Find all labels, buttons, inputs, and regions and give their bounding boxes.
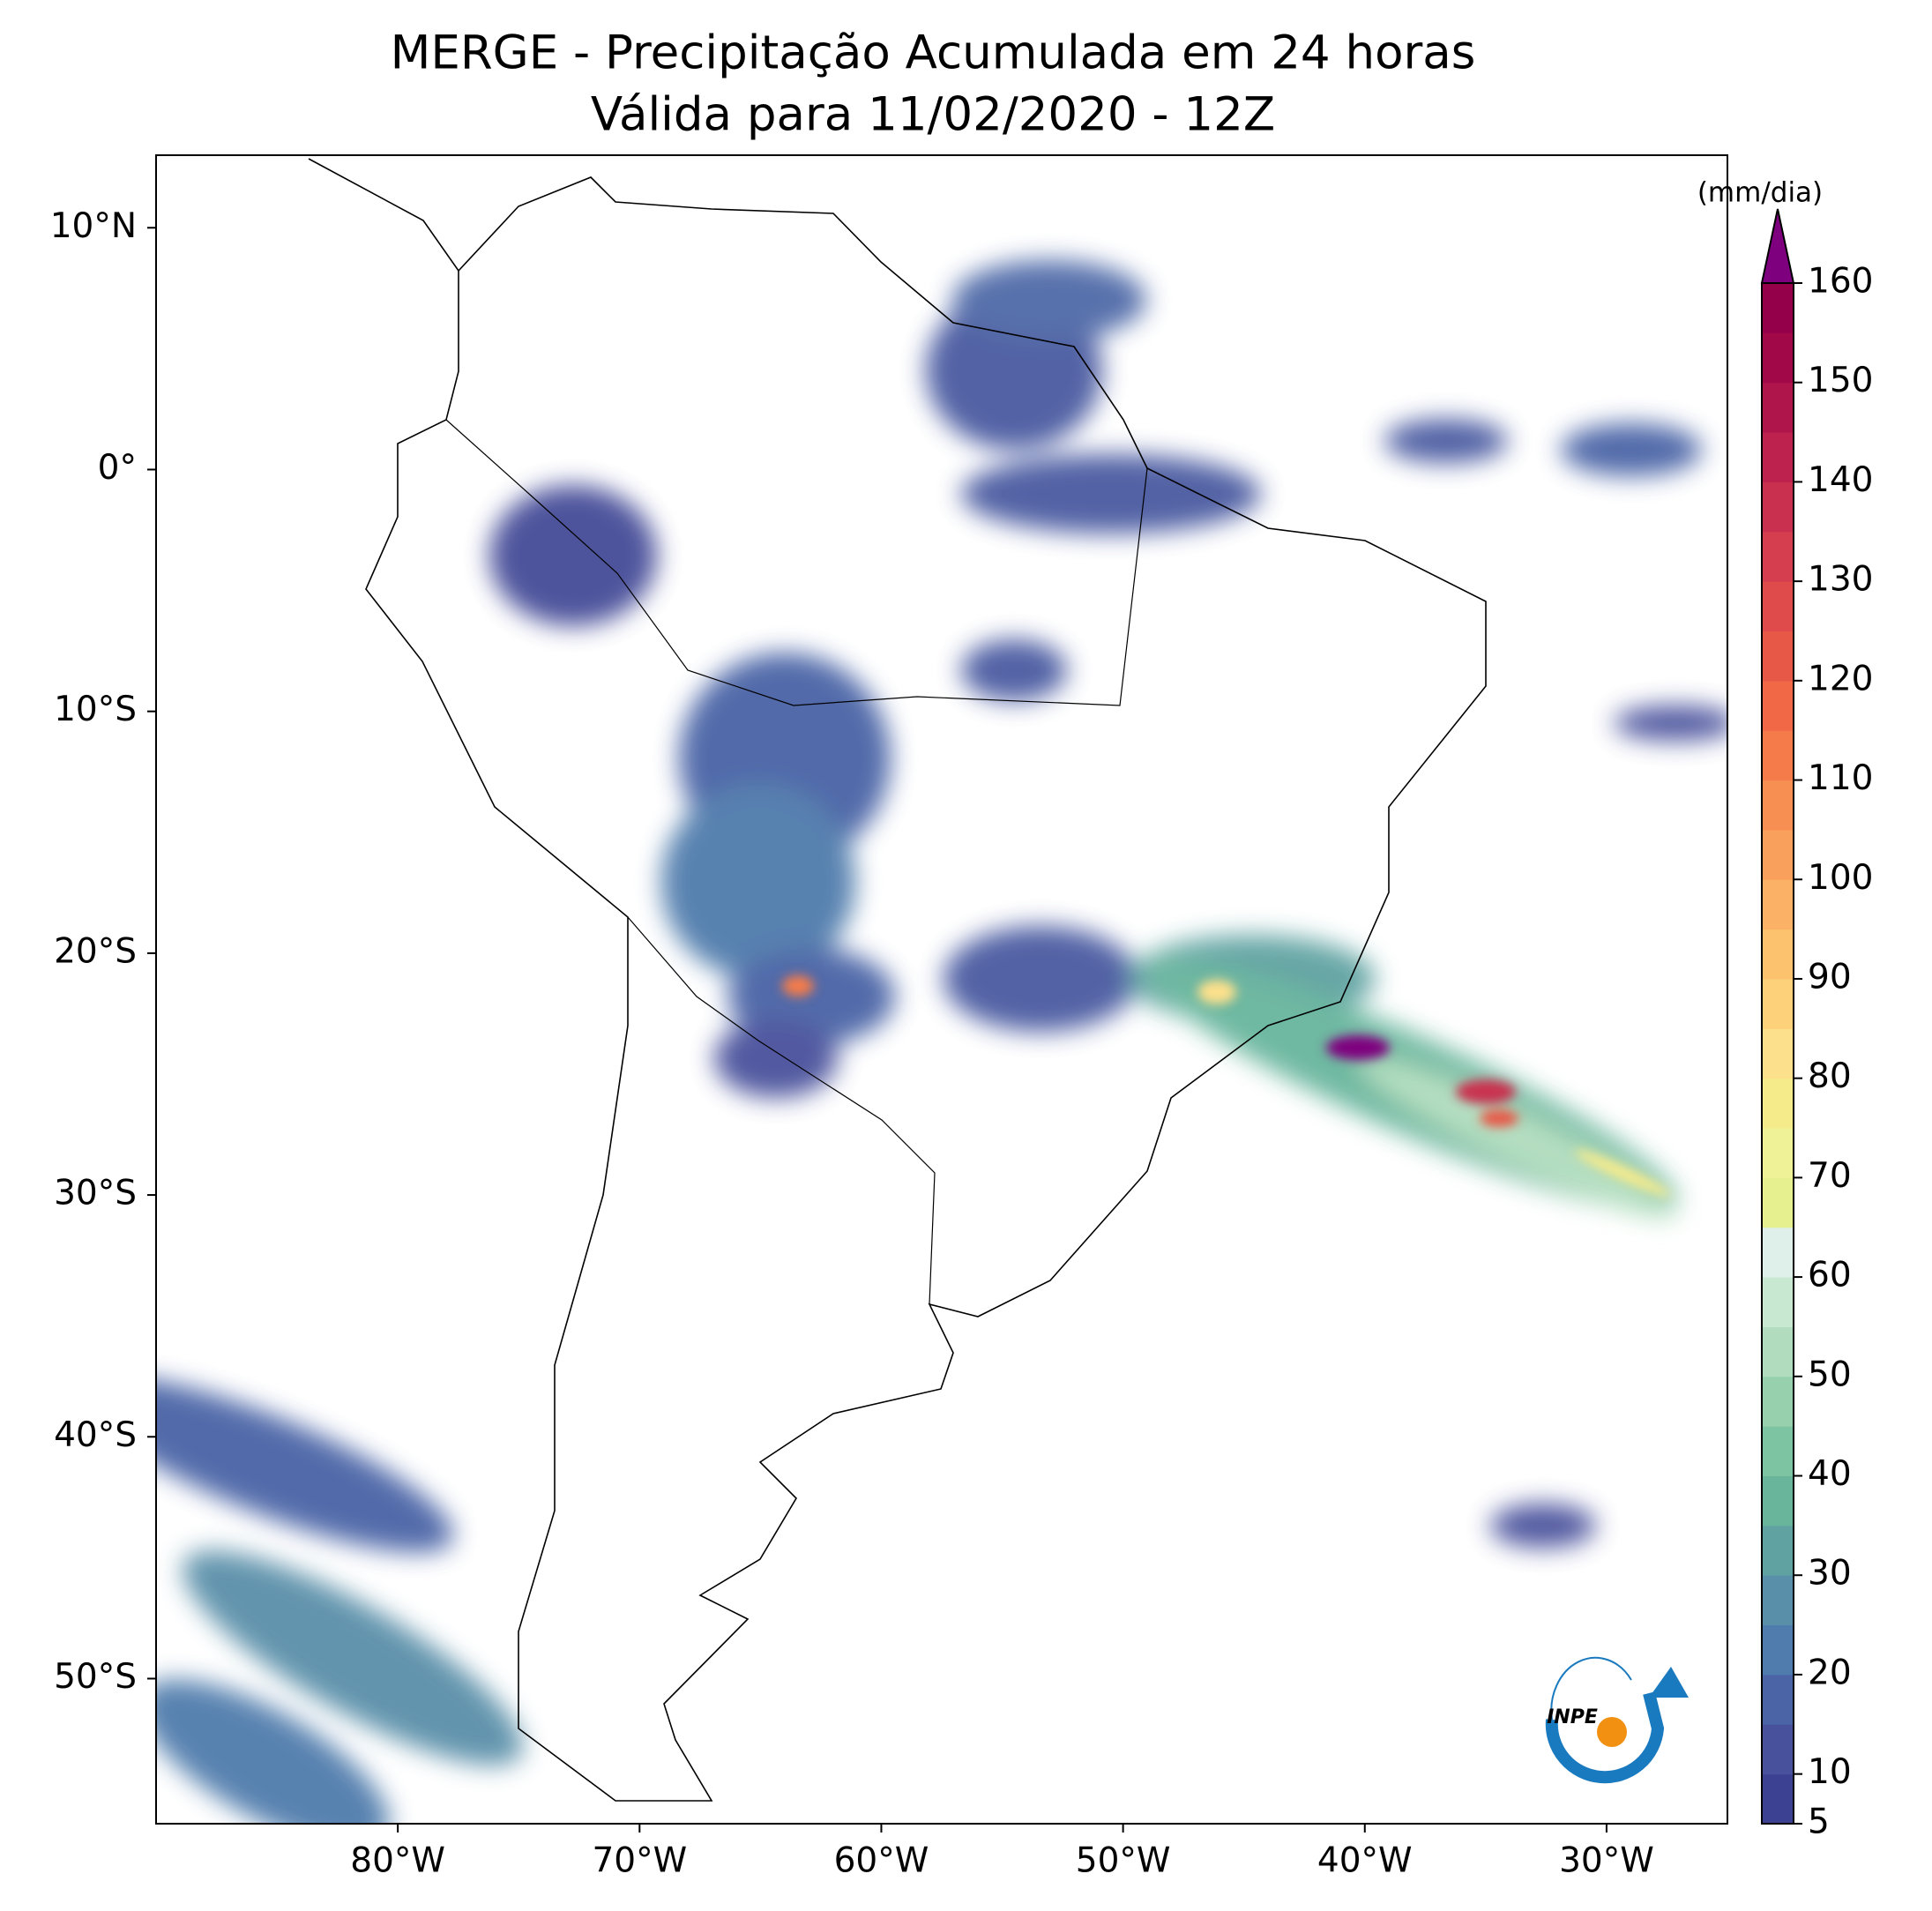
y-tick-label: 40°S	[54, 1415, 137, 1455]
logo: INPE	[1545, 1656, 1689, 1784]
colorbar-band	[1762, 1376, 1794, 1427]
colorbar-tick-label: 110	[1808, 758, 1873, 798]
colorbar-tick-label: 20	[1808, 1653, 1852, 1692]
colorbar-band	[1762, 332, 1794, 384]
colorbar-band	[1762, 1575, 1794, 1626]
x-tick-label: 70°W	[592, 1841, 687, 1881]
x-tick-label: 30°W	[1559, 1841, 1654, 1881]
colorbar-band	[1762, 780, 1794, 831]
y-tick-label: 10°N	[50, 206, 137, 246]
colorbar-tick-label: 40	[1808, 1454, 1852, 1494]
colorbar-extension	[1760, 208, 1795, 284]
y-tick-label: 10°S	[54, 690, 137, 729]
colorbar-band	[1762, 680, 1794, 731]
precipitation-field	[156, 260, 1727, 1824]
colorbar-tick-label: 60	[1808, 1256, 1852, 1295]
colorbar-tick-label: 70	[1808, 1156, 1852, 1196]
y-tick-label: 0°	[98, 448, 137, 488]
colorbar-tick-label: 130	[1808, 560, 1873, 600]
colorbar-band	[1762, 1724, 1794, 1775]
colorbar-band	[1762, 1326, 1794, 1377]
x-tick-label: 60°W	[834, 1841, 929, 1881]
colorbar-band	[1762, 978, 1794, 1029]
colorbar-tick-label: 150	[1808, 361, 1873, 400]
colorbar-band	[1762, 1177, 1794, 1228]
colorbar-band	[1762, 730, 1794, 781]
colorbar-frame	[1761, 282, 1794, 1825]
colorbar-band	[1762, 1028, 1794, 1079]
colorbar-band	[1762, 1128, 1794, 1178]
y-tick-label: 20°S	[54, 931, 137, 971]
colorbar-label: (mm/dia)	[1697, 177, 1823, 209]
colorbar-tick-label: 80	[1808, 1056, 1852, 1096]
colorbar-band	[1762, 1624, 1794, 1676]
colorbar-band	[1762, 1475, 1794, 1527]
y-tick-label: 30°S	[54, 1174, 137, 1213]
colorbar-tick-label: 100	[1808, 858, 1873, 898]
colorbar-tick-label: 10	[1808, 1752, 1852, 1792]
colorbar-tick-label: 140	[1808, 460, 1873, 500]
x-tick-label: 40°W	[1317, 1841, 1413, 1881]
colorbar-band	[1762, 631, 1794, 682]
title: MERGE - Precipitação Acumulada em 24 hor…	[391, 26, 1476, 80]
colorbar-band	[1762, 1773, 1794, 1825]
colorbar-band	[1762, 283, 1794, 333]
colorbar-tick-label: 30	[1808, 1554, 1852, 1594]
x-tick-label: 80°W	[350, 1841, 445, 1881]
coastline	[308, 158, 1487, 1802]
colorbar-band	[1762, 1078, 1794, 1129]
colorbar-band	[1762, 1525, 1794, 1576]
colorbar-band	[1762, 829, 1794, 880]
colorbar-band	[1762, 1674, 1794, 1725]
colorbar-tick-label: 160	[1808, 262, 1873, 302]
colorbar-band	[1762, 531, 1794, 582]
colorbar-tick-label: 120	[1808, 659, 1873, 698]
x-tick-label: 50°W	[1076, 1841, 1171, 1881]
y-tick-label: 50°S	[54, 1657, 137, 1697]
colorbar-band	[1762, 929, 1794, 980]
colorbar-band	[1762, 1426, 1794, 1477]
colorbar-band	[1762, 432, 1794, 482]
colorbar-band	[1762, 879, 1794, 930]
subtitle: Válida para 11/02/2020 - 12Z	[591, 88, 1275, 142]
colorbar-tick-label: 50	[1808, 1355, 1852, 1394]
colorbar-tick-label: 5	[1808, 1803, 1830, 1842]
colorbar-band	[1762, 1277, 1794, 1327]
colorbar-tick-label: 90	[1808, 957, 1852, 997]
map-frame	[155, 154, 1728, 1825]
colorbar-band	[1762, 581, 1794, 631]
colorbar-band	[1762, 481, 1794, 533]
colorbar-band	[1762, 1227, 1794, 1278]
colorbar-band	[1762, 382, 1794, 433]
logo-text: INPE	[1547, 1706, 1598, 1728]
